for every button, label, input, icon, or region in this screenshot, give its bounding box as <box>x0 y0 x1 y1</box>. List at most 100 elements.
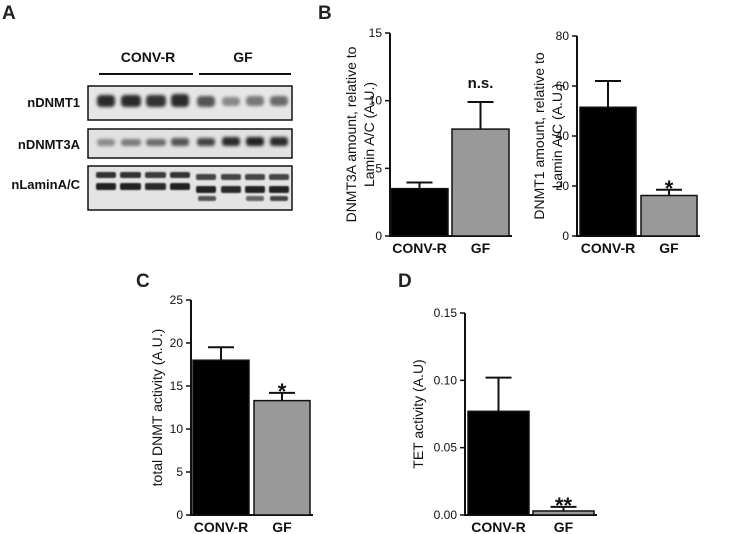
blot-band <box>198 196 216 201</box>
bar-gf <box>532 510 595 516</box>
chart-total-dnmt-activity: 0 5 10 15 20 25 total DNMT activity (A.U.) CONV… <box>149 293 313 534</box>
chart-dnmt1-amount: 0 20 40 60 80 DNMT1 amount, relative to Lamin … <box>531 29 700 256</box>
blot-band <box>246 137 264 146</box>
blot-band <box>269 174 289 180</box>
bar-conv-r <box>467 410 530 516</box>
blot-group-label-conv-r: CONV-R <box>121 49 175 65</box>
blot-band <box>97 95 115 107</box>
panel-letter-b: B <box>318 3 332 24</box>
y-axis-label-line: total DNMT activity (A.U.) <box>149 329 165 487</box>
blot-strip-dnmt1 <box>87 85 293 121</box>
blot-band <box>222 97 240 106</box>
y-tick-label: 20 <box>170 336 184 350</box>
blot-band <box>146 95 166 107</box>
bar-conv-r <box>192 359 250 516</box>
x-category-label: GF <box>272 519 292 534</box>
blot-band <box>245 186 265 193</box>
western-blot-panel: CONV-R GF nDNMT1 nDNMT3A nLaminA/C <box>11 49 293 211</box>
y-tick-label: 5 <box>375 161 382 175</box>
y-tick-label: 0.15 <box>434 306 458 320</box>
y-axis-label-line: Lamin A/C (A.U.) <box>549 83 565 188</box>
blot-band <box>270 96 288 106</box>
bar-conv-r <box>579 106 637 237</box>
y-tick-label: 0 <box>375 229 382 243</box>
blot-band <box>145 183 166 190</box>
blot-band <box>121 95 141 107</box>
blot-row-label-lamin: nLaminA/C <box>11 177 80 192</box>
blot-band <box>120 183 141 190</box>
y-tick-label: 0.05 <box>434 441 458 455</box>
blot-band <box>197 96 215 107</box>
bar-conv-r <box>390 187 449 237</box>
blot-band <box>270 137 288 146</box>
blot-group-label-gf: GF <box>233 49 253 65</box>
blot-band <box>146 139 166 146</box>
y-tick-label: 60 <box>556 79 570 93</box>
blot-band <box>120 172 141 178</box>
blot-row-label-dnmt1: nDNMT1 <box>27 95 80 110</box>
blot-strip-lamin <box>87 165 293 211</box>
y-axis-label-line: DNMT3A amount, relative to <box>343 46 359 222</box>
blot-strip-dnmt3a <box>87 128 293 159</box>
panel-letter-a: A <box>2 3 16 24</box>
y-tick-label: 15 <box>170 379 184 393</box>
y-tick-label: 0 <box>562 229 569 243</box>
significance-label: n.s. <box>468 75 494 92</box>
blot-band <box>170 172 190 178</box>
x-category-label: CONV-R <box>194 519 248 534</box>
blot-band <box>171 138 189 146</box>
blot-band <box>96 183 116 190</box>
y-tick-label: 0 <box>176 508 183 522</box>
blot-band <box>170 183 190 190</box>
x-category-label: CONV-R <box>392 240 446 256</box>
y-tick-label: 25 <box>170 293 184 307</box>
y-tick-label: 80 <box>556 29 570 43</box>
chart-tet-activity: 0.00 0.05 0.10 0.15 TET activity (A.U) CONV-R… <box>410 306 597 534</box>
blot-band <box>171 94 189 107</box>
blot-band <box>222 137 240 146</box>
y-tick-label: 20 <box>556 179 570 193</box>
significance-label: * <box>278 379 287 404</box>
bar-gf <box>640 194 698 237</box>
significance-label: ** <box>555 493 573 518</box>
y-tick-label: 10 <box>170 422 184 436</box>
y-axis-label: DNMT1 amount, relative to Lamin A/C (A.U.… <box>531 52 565 219</box>
blot-band <box>197 138 215 146</box>
blot-band <box>221 174 241 180</box>
x-category-label: CONV-R <box>471 519 525 534</box>
significance-label: * <box>665 176 674 201</box>
bar-gf <box>253 399 311 516</box>
blot-band <box>269 186 289 193</box>
blot-band <box>270 196 288 201</box>
x-category-label: GF <box>471 240 491 256</box>
y-axis-label-line: Lamin A/C (A.U.) <box>361 82 377 187</box>
blot-band <box>145 172 166 178</box>
y-tick-label: 5 <box>176 465 183 479</box>
blot-band <box>246 196 264 201</box>
bar-gf <box>451 128 510 237</box>
x-category-label: GF <box>659 240 679 256</box>
y-axis-label: DNMT3A amount, relative to Lamin A/C (A.U… <box>343 46 377 222</box>
y-tick-label: 40 <box>556 129 570 143</box>
y-tick-label: 0.00 <box>434 508 458 522</box>
blot-band <box>245 174 265 180</box>
y-tick-label: 0.10 <box>434 373 458 387</box>
y-tick-label: 15 <box>369 26 383 40</box>
blot-band <box>121 139 141 146</box>
y-axis-label: total DNMT activity (A.U.) <box>149 329 165 487</box>
y-axis-label: TET activity (A.U) <box>410 359 426 468</box>
blot-band <box>246 96 264 106</box>
chart-dnmt3a-amount: 0 5 10 15 DNMT3A amount, relative to Lamin A/… <box>343 26 512 256</box>
blot-band <box>196 174 216 180</box>
blot-band <box>221 186 241 193</box>
blot-band <box>97 139 115 146</box>
y-tick-label: 10 <box>369 94 383 108</box>
panel-letter-c: C <box>136 271 150 292</box>
y-axis-label-line: DNMT1 amount, relative to <box>531 52 547 219</box>
x-category-label: CONV-R <box>581 240 635 256</box>
y-axis-label-line: TET activity (A.U) <box>410 359 426 468</box>
x-category-label: GF <box>554 519 574 534</box>
blot-band <box>196 186 216 193</box>
blot-row-label-dnmt3a: nDNMT3A <box>18 137 81 152</box>
